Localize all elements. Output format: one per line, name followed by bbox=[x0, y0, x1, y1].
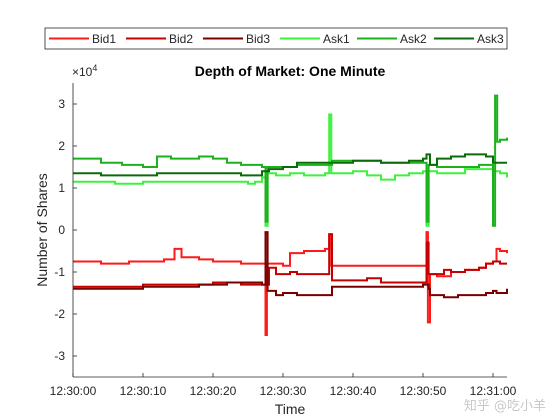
legend: Bid1 Bid2 Bid3 Ask1 Ask2 Ask3 bbox=[44, 27, 508, 50]
y-tick-label: -3 bbox=[54, 349, 65, 363]
x-tick-label: 12:30:00 bbox=[50, 384, 97, 398]
x-tick-label: 12:30:20 bbox=[190, 384, 237, 398]
x-tick-label: 12:30:40 bbox=[330, 384, 377, 398]
legend-entry-bid3: Bid3 bbox=[203, 32, 270, 46]
series-line-ask1 bbox=[73, 113, 508, 227]
legend-label: Bid3 bbox=[246, 32, 270, 46]
y-tick-label: 1 bbox=[58, 181, 65, 195]
x-tick-label: 12:30:30 bbox=[260, 384, 307, 398]
y-tick-label: 3 bbox=[58, 97, 65, 111]
x-tick-label: 12:30:50 bbox=[400, 384, 447, 398]
watermark-text: 知乎 @吃小羊 bbox=[463, 399, 546, 414]
x-tick-label: 12:30:10 bbox=[120, 384, 167, 398]
y-axis-label: Number of Shares bbox=[34, 173, 50, 287]
x-axis-ticks: 12:30:00 12:30:10 12:30:20 12:30:30 12:30:40… bbox=[50, 373, 517, 398]
y-tick-label: 0 bbox=[58, 223, 65, 237]
legend-label: Bid2 bbox=[169, 32, 193, 46]
plot-area bbox=[73, 83, 507, 377]
x-tick-label: 12:31:00 bbox=[470, 384, 517, 398]
legend-entry-bid2: Bid2 bbox=[126, 32, 193, 46]
y-tick-label: -1 bbox=[54, 265, 65, 279]
y-exponent-base: ×10 bbox=[72, 65, 93, 79]
x-axis-label: Time bbox=[275, 401, 306, 417]
legend-label: Ask3 bbox=[477, 32, 504, 46]
legend-label: Bid1 bbox=[92, 32, 116, 46]
legend-entry-ask1: Ask1 bbox=[280, 32, 350, 46]
legend-entry-ask3: Ask3 bbox=[434, 32, 504, 46]
y-tick-label: -2 bbox=[54, 307, 65, 321]
y-axis-ticks: -3 -2 -1 0 1 2 3 bbox=[54, 97, 77, 363]
legend-entry-bid1: Bid1 bbox=[49, 32, 116, 46]
y-exponent-label: ×104 bbox=[72, 63, 97, 79]
series-layer bbox=[73, 94, 508, 336]
chart-title: Depth of Market: One Minute bbox=[195, 63, 386, 79]
y-exponent-power: 4 bbox=[92, 63, 97, 73]
legend-box bbox=[44, 27, 508, 50]
legend-label: Ask2 bbox=[400, 32, 427, 46]
series-line-bid3 bbox=[73, 231, 508, 299]
legend-entry-ask2: Ask2 bbox=[357, 32, 427, 46]
legend-label: Ask1 bbox=[323, 32, 350, 46]
svg-text:×104: ×104 bbox=[72, 63, 97, 79]
y-tick-label: 2 bbox=[58, 139, 65, 153]
series-line-ask3 bbox=[73, 153, 507, 177]
